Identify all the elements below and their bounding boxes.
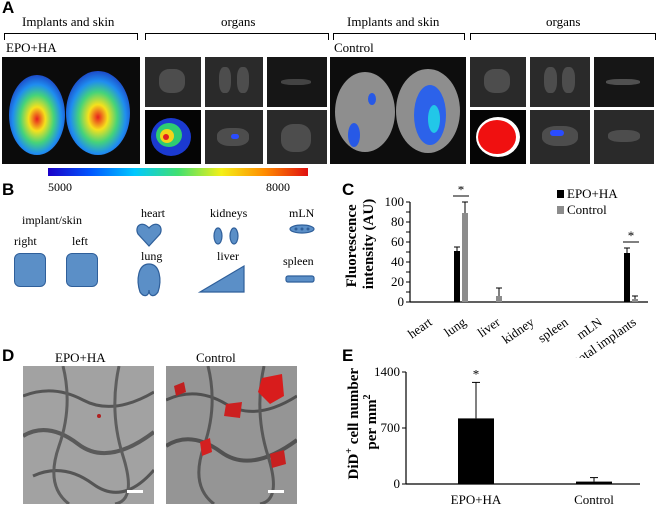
organ-tile-epo-3: [267, 57, 327, 107]
e-y-tick-label: 1400: [374, 364, 400, 379]
legend-swatch-epo: [557, 190, 564, 198]
organ-tile-control-4: [470, 110, 526, 164]
organ-tile-epo-4: [145, 110, 201, 164]
c-legend: EPO+HA Control: [557, 186, 618, 217]
c-y-tick-label: 20: [391, 274, 404, 289]
panel-e-chart: DiD+ cell number per mm2 0 700 1400 EPO+HA *…: [344, 364, 640, 507]
c-bar: [496, 296, 502, 302]
e-ylabel-sup2: 2: [362, 394, 373, 399]
organ-tile-epo-2: [205, 57, 263, 107]
organ-label-mln: mLN: [289, 206, 315, 220]
implant-skin-title: implant/skin: [22, 213, 82, 227]
e-bar: [576, 481, 612, 484]
panel-b-label: B: [2, 180, 15, 199]
panel-c-chart: Fluorescence intensity (AU) 0 20 40 60 80 100…: [344, 186, 648, 309]
scale-bar-control: [268, 490, 284, 493]
header-organs-2: organs: [546, 14, 581, 29]
c-x-tick-label: heart: [405, 318, 435, 341]
c-y-tick-label: 100: [385, 194, 405, 209]
bracket-organs-2: [470, 33, 656, 40]
colorbar: [48, 168, 308, 176]
bracket-implants-2: [333, 33, 465, 40]
c-significance-star: *: [458, 186, 465, 197]
panel-c-label: C: [342, 180, 355, 199]
e-significance-star: *: [473, 366, 480, 381]
colorbar-max-label: 8000: [266, 180, 290, 194]
e-y-tick-label: 700: [381, 420, 401, 435]
panel-a-label: A: [2, 0, 15, 17]
header-implants-skin-2: Implants and skin: [347, 14, 440, 29]
bracket-organs-1: [145, 33, 329, 40]
spleen-shape: [285, 275, 315, 283]
implants-image-epo-ha: [2, 57, 140, 164]
colorbar-min-label: 5000: [48, 180, 72, 194]
organ-label-kidneys: kidneys: [210, 206, 248, 220]
header-implants-skin-1: Implants and skin: [22, 14, 115, 29]
organ-shapes: [136, 223, 315, 297]
c-y-tick-label: 60: [391, 234, 404, 249]
organ-label-liver: liver: [217, 249, 239, 263]
c-ylabel: Fluorescence intensity (AU): [344, 199, 377, 289]
c-bar: [632, 299, 638, 302]
histology-image-epo-ha: [23, 366, 154, 504]
e-x-tick-label: EPO+HA: [451, 492, 502, 507]
organ-tile-control-6: [594, 110, 654, 164]
c-bar: [462, 213, 468, 302]
c-ylabel-line2: intensity (AU): [361, 199, 377, 289]
c-x-tick-label: lung: [441, 318, 469, 340]
organ-tile-epo-1: [145, 57, 201, 107]
c-significance-star: *: [628, 228, 635, 243]
e-ylabel: DiD+ cell number per mm2: [344, 364, 380, 479]
legend-label-epo: EPO+HA: [567, 186, 618, 201]
group-label-epo-ha: EPO+HA: [6, 40, 57, 55]
histology-image-control: [166, 366, 297, 504]
kidney-shape-1: [213, 227, 223, 245]
organ-tile-epo-5: [205, 110, 263, 164]
header-organs-1: organs: [221, 14, 256, 29]
panel-d-title-control: Control: [196, 350, 236, 365]
c-x-tick-label: spleen: [535, 318, 571, 346]
c-ylabel-line1: Fluorescence: [344, 204, 360, 287]
e-ylabel-rest: cell number: [346, 368, 362, 448]
e-y-tick-label: 0: [394, 476, 401, 491]
heart-shape: [136, 223, 162, 247]
organ-tile-control-2: [530, 57, 590, 107]
legend-swatch-control: [557, 206, 564, 214]
e-ylabel-did: DiD: [346, 454, 362, 480]
c-y-tick-label: 40: [391, 254, 404, 269]
implants-image-control: [330, 57, 466, 164]
legend-label-control: Control: [567, 202, 607, 217]
e-bar: [458, 418, 494, 484]
e-x-tick-label: Control: [574, 492, 614, 507]
organ-tile-control-3: [594, 57, 654, 107]
e-ylabel-sup: +: [344, 448, 355, 454]
c-x-tick-label: liver: [475, 318, 504, 340]
c-bar: [454, 251, 460, 302]
group-label-control: Control: [334, 40, 374, 55]
implant-left-shape: [66, 253, 98, 287]
scale-bar-epo: [127, 490, 143, 493]
organ-label-lung: lung: [141, 249, 163, 263]
implant-left-label: left: [72, 234, 88, 248]
implant-right-label: right: [14, 234, 37, 248]
organ-label-heart: heart: [141, 206, 165, 220]
lung-shape: [137, 263, 161, 297]
kidney-shape-2: [229, 227, 239, 245]
panel-d-label: D: [2, 346, 15, 365]
implant-right-shape: [14, 253, 46, 287]
panel-d-title-epo: EPO+HA: [55, 350, 106, 365]
liver-shape: [197, 264, 245, 293]
organ-tile-epo-6: [267, 110, 327, 164]
e-ylabel-line2: per mm: [364, 399, 380, 450]
c-y-tick-label: 80: [391, 214, 404, 229]
bracket-implants-1: [4, 33, 138, 40]
c-bar: [624, 253, 630, 302]
c-x-tick-label: kidney: [499, 318, 537, 347]
panel-e-label: E: [342, 346, 354, 365]
organ-tile-control-5: [530, 110, 590, 164]
c-y-tick-label: 0: [398, 294, 405, 309]
organ-label-spleen: spleen: [283, 254, 314, 268]
organ-tile-control-1: [470, 57, 526, 107]
